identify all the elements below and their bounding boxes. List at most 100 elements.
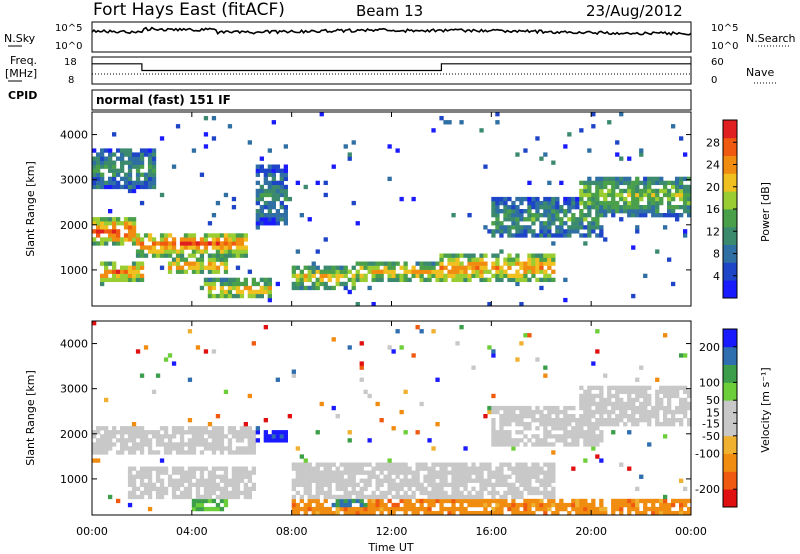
freq-panel-frame (91, 56, 692, 85)
velocity-cell (231, 450, 237, 455)
power-cell (635, 229, 640, 234)
power-cell (159, 233, 165, 238)
power-cell (131, 225, 137, 230)
power-cell (92, 184, 97, 190)
power-cell (127, 269, 133, 274)
velocity-cell (499, 466, 504, 471)
velocity-cell (223, 494, 229, 500)
velocity-cell (559, 498, 564, 504)
velocity-cell (155, 373, 161, 378)
velocity-cell (171, 470, 177, 475)
power-cell (591, 205, 596, 210)
velocity-cell (215, 414, 221, 419)
power-cell (363, 265, 368, 270)
power-cell (223, 249, 229, 254)
power-cell (387, 277, 392, 283)
power-cell (307, 273, 312, 279)
power-cell (527, 269, 532, 274)
power-cell (235, 249, 241, 254)
power-cell (359, 277, 364, 283)
velocity-cell (579, 426, 584, 431)
velocity-cell (571, 438, 576, 443)
velocity-cell (511, 470, 516, 475)
velocity-cell (591, 502, 596, 508)
velocity-cell (379, 482, 384, 488)
power-cell (583, 184, 588, 190)
velocity-cell (443, 462, 448, 467)
velocity-cell (399, 482, 404, 488)
velocity-cell (227, 482, 233, 488)
velocity-cell (651, 502, 656, 508)
power-cell (267, 180, 272, 186)
power-cell (463, 273, 468, 279)
velocity-cell (187, 474, 193, 479)
velocity-cell (531, 418, 536, 423)
power-cell (547, 217, 552, 222)
power-cell (123, 148, 129, 153)
velocity-cell (675, 405, 680, 411)
power-cell (627, 209, 632, 214)
velocity-cell (483, 478, 488, 483)
power-cell (483, 164, 488, 169)
velocity-cell (411, 511, 416, 516)
velocity-cell (659, 401, 664, 407)
power-cell (227, 245, 233, 250)
velocity-cell (171, 434, 177, 439)
velocity-cell (639, 389, 644, 395)
velocity-cell (679, 385, 684, 391)
power-cell (143, 152, 149, 157)
velocity-cell (607, 401, 612, 407)
velocity-cell (575, 506, 580, 512)
velocity-cell (407, 494, 412, 500)
power-cell (96, 168, 101, 173)
power-cell (299, 285, 304, 291)
velocity-cell (407, 502, 412, 508)
velocity-cell (159, 442, 165, 447)
power-cell (255, 196, 260, 202)
velocity-cell (315, 498, 320, 504)
velocity-cell (623, 414, 628, 419)
velocity-cell (483, 502, 488, 508)
power-cell (303, 265, 308, 270)
velocity-cell (175, 430, 181, 435)
power-cell (527, 277, 532, 283)
power-cell (108, 229, 113, 234)
velocity-cell (307, 482, 312, 488)
power-cell (267, 285, 272, 291)
velocity-cell (219, 490, 225, 496)
power-cell (375, 269, 380, 274)
velocity-cell (635, 502, 640, 508)
velocity-cell (503, 430, 508, 435)
velocity-cell (495, 474, 500, 479)
velocity-cell (199, 482, 205, 488)
power-cell (551, 233, 556, 238)
velocity-cell (467, 494, 472, 500)
velocity-cell (367, 511, 372, 516)
power-cell (263, 192, 268, 198)
velocity-cell (407, 482, 412, 488)
velocity-cell (155, 442, 161, 447)
power-cell (235, 241, 241, 246)
velocity-cell (607, 418, 612, 423)
power-cell (271, 205, 276, 210)
power-cell (96, 152, 101, 157)
power-cell (579, 192, 584, 198)
power-cell (599, 213, 604, 218)
power-cell (451, 261, 456, 266)
power-cell (359, 265, 364, 270)
velocity-cell (303, 502, 308, 508)
velocity-cell (483, 462, 488, 467)
power-cell (96, 217, 101, 222)
power-cell (131, 160, 137, 165)
colorbar-swatch (723, 120, 737, 139)
power-cell (579, 209, 584, 214)
power-cell (267, 293, 272, 299)
velocity-cell (295, 478, 300, 483)
power-cell (183, 269, 189, 274)
velocity-cell (92, 442, 97, 447)
velocity-cell (327, 490, 332, 496)
velocity-cell (247, 438, 252, 443)
power-cell (92, 217, 97, 222)
velocity-cell (116, 498, 121, 504)
power-cell (203, 245, 209, 250)
